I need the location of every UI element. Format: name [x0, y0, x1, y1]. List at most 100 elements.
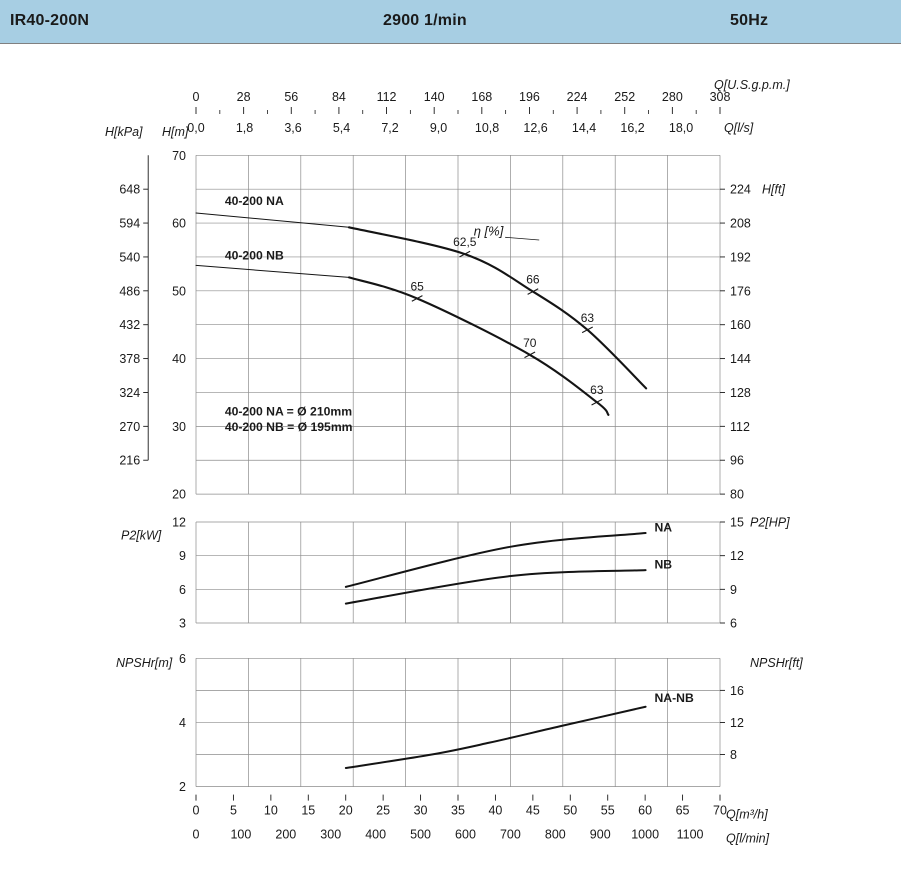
svg-text:Q[U.S.g.p.m.]: Q[U.S.g.p.m.]	[714, 78, 790, 92]
svg-text:66: 66	[526, 273, 540, 287]
svg-text:7,2: 7,2	[381, 121, 398, 135]
svg-text:65: 65	[410, 279, 424, 293]
svg-text:540: 540	[119, 250, 140, 264]
svg-text:324: 324	[119, 386, 140, 400]
svg-text:140: 140	[424, 90, 445, 104]
svg-text:196: 196	[519, 90, 540, 104]
svg-text:0: 0	[193, 90, 200, 104]
svg-text:80: 80	[730, 488, 744, 502]
svg-text:3: 3	[179, 617, 186, 631]
svg-text:1100: 1100	[677, 828, 704, 842]
svg-text:648: 648	[119, 183, 140, 197]
svg-text:60: 60	[638, 804, 652, 818]
svg-text:14,4: 14,4	[572, 121, 596, 135]
svg-text:H[ft]: H[ft]	[762, 183, 785, 197]
svg-text:252: 252	[614, 90, 635, 104]
svg-text:224: 224	[567, 90, 588, 104]
svg-text:50: 50	[563, 804, 577, 818]
svg-text:3,6: 3,6	[284, 121, 301, 135]
svg-text:60: 60	[172, 217, 186, 231]
svg-text:NPSHr[ft]: NPSHr[ft]	[750, 656, 803, 670]
svg-text:280: 280	[662, 90, 683, 104]
svg-text:Q[l/min]: Q[l/min]	[726, 832, 770, 846]
svg-text:18,0: 18,0	[669, 121, 693, 135]
svg-text:200: 200	[275, 828, 296, 842]
svg-text:NPSHr[m]: NPSHr[m]	[116, 656, 173, 670]
svg-text:5: 5	[230, 804, 237, 818]
svg-text:10,8: 10,8	[475, 121, 499, 135]
svg-text:20: 20	[172, 488, 186, 502]
svg-text:224: 224	[730, 183, 751, 197]
svg-text:144: 144	[730, 352, 751, 366]
svg-text:40: 40	[488, 804, 502, 818]
svg-text:15: 15	[730, 516, 744, 530]
svg-text:30: 30	[414, 804, 428, 818]
svg-text:9,0: 9,0	[430, 121, 447, 135]
svg-text:9: 9	[730, 583, 737, 597]
svg-text:112: 112	[377, 90, 397, 104]
svg-text:50: 50	[172, 284, 186, 298]
svg-text:300: 300	[320, 828, 341, 842]
svg-text:35: 35	[451, 804, 465, 818]
svg-text:NA: NA	[655, 521, 673, 535]
svg-text:12,6: 12,6	[523, 121, 547, 135]
svg-text:0: 0	[193, 804, 200, 818]
svg-text:65: 65	[676, 804, 690, 818]
svg-text:308: 308	[710, 90, 731, 104]
svg-text:6: 6	[730, 617, 737, 631]
svg-text:270: 270	[119, 420, 140, 434]
svg-text:62,5: 62,5	[453, 235, 477, 249]
svg-text:40-200 NA: 40-200 NA	[225, 194, 284, 208]
svg-text:9: 9	[179, 549, 186, 563]
svg-text:70: 70	[172, 149, 186, 163]
svg-text:45: 45	[526, 804, 540, 818]
svg-text:100: 100	[230, 828, 251, 842]
svg-text:192: 192	[730, 250, 751, 264]
svg-text:6: 6	[179, 583, 186, 597]
svg-text:486: 486	[119, 284, 140, 298]
svg-text:Q[m³/h]: Q[m³/h]	[726, 808, 768, 822]
svg-text:128: 128	[730, 386, 751, 400]
svg-text:500: 500	[410, 828, 431, 842]
svg-text:700: 700	[500, 828, 521, 842]
svg-text:208: 208	[730, 217, 751, 231]
svg-text:63: 63	[581, 311, 595, 325]
svg-text:40-200 NB = Ø 195mm: 40-200 NB = Ø 195mm	[225, 420, 353, 434]
svg-text:168: 168	[471, 90, 492, 104]
svg-text:η [%]: η [%]	[474, 223, 504, 238]
svg-text:P2[kW]: P2[kW]	[121, 529, 162, 543]
svg-text:0: 0	[193, 828, 200, 842]
svg-text:12: 12	[172, 516, 186, 530]
svg-text:600: 600	[455, 828, 476, 842]
svg-text:15: 15	[301, 804, 315, 818]
svg-text:176: 176	[730, 284, 751, 298]
svg-text:400: 400	[365, 828, 386, 842]
svg-text:P2[HP]: P2[HP]	[750, 516, 790, 530]
svg-text:594: 594	[119, 217, 140, 231]
svg-text:63: 63	[590, 383, 604, 397]
svg-text:40: 40	[172, 352, 186, 366]
svg-text:378: 378	[119, 352, 140, 366]
svg-text:4: 4	[179, 716, 186, 730]
svg-text:1,8: 1,8	[236, 121, 253, 135]
svg-text:6: 6	[179, 652, 186, 666]
svg-text:1000: 1000	[631, 828, 659, 842]
svg-text:96: 96	[730, 454, 744, 468]
svg-text:25: 25	[376, 804, 390, 818]
svg-text:NA-NB: NA-NB	[655, 691, 694, 705]
svg-text:800: 800	[545, 828, 566, 842]
svg-text:28: 28	[237, 90, 251, 104]
svg-text:84: 84	[332, 90, 346, 104]
svg-text:70: 70	[523, 336, 537, 350]
svg-text:H[kPa]: H[kPa]	[105, 125, 143, 139]
svg-text:40-200 NB: 40-200 NB	[225, 249, 284, 263]
svg-text:16: 16	[730, 684, 744, 698]
svg-text:H[m]: H[m]	[162, 125, 189, 139]
svg-text:900: 900	[590, 828, 611, 842]
svg-text:112: 112	[730, 420, 750, 434]
svg-text:55: 55	[601, 804, 615, 818]
svg-text:16,2: 16,2	[620, 121, 644, 135]
svg-text:12: 12	[730, 716, 744, 730]
svg-text:56: 56	[284, 90, 298, 104]
svg-text:40-200 NA = Ø 210mm: 40-200 NA = Ø 210mm	[225, 405, 352, 419]
